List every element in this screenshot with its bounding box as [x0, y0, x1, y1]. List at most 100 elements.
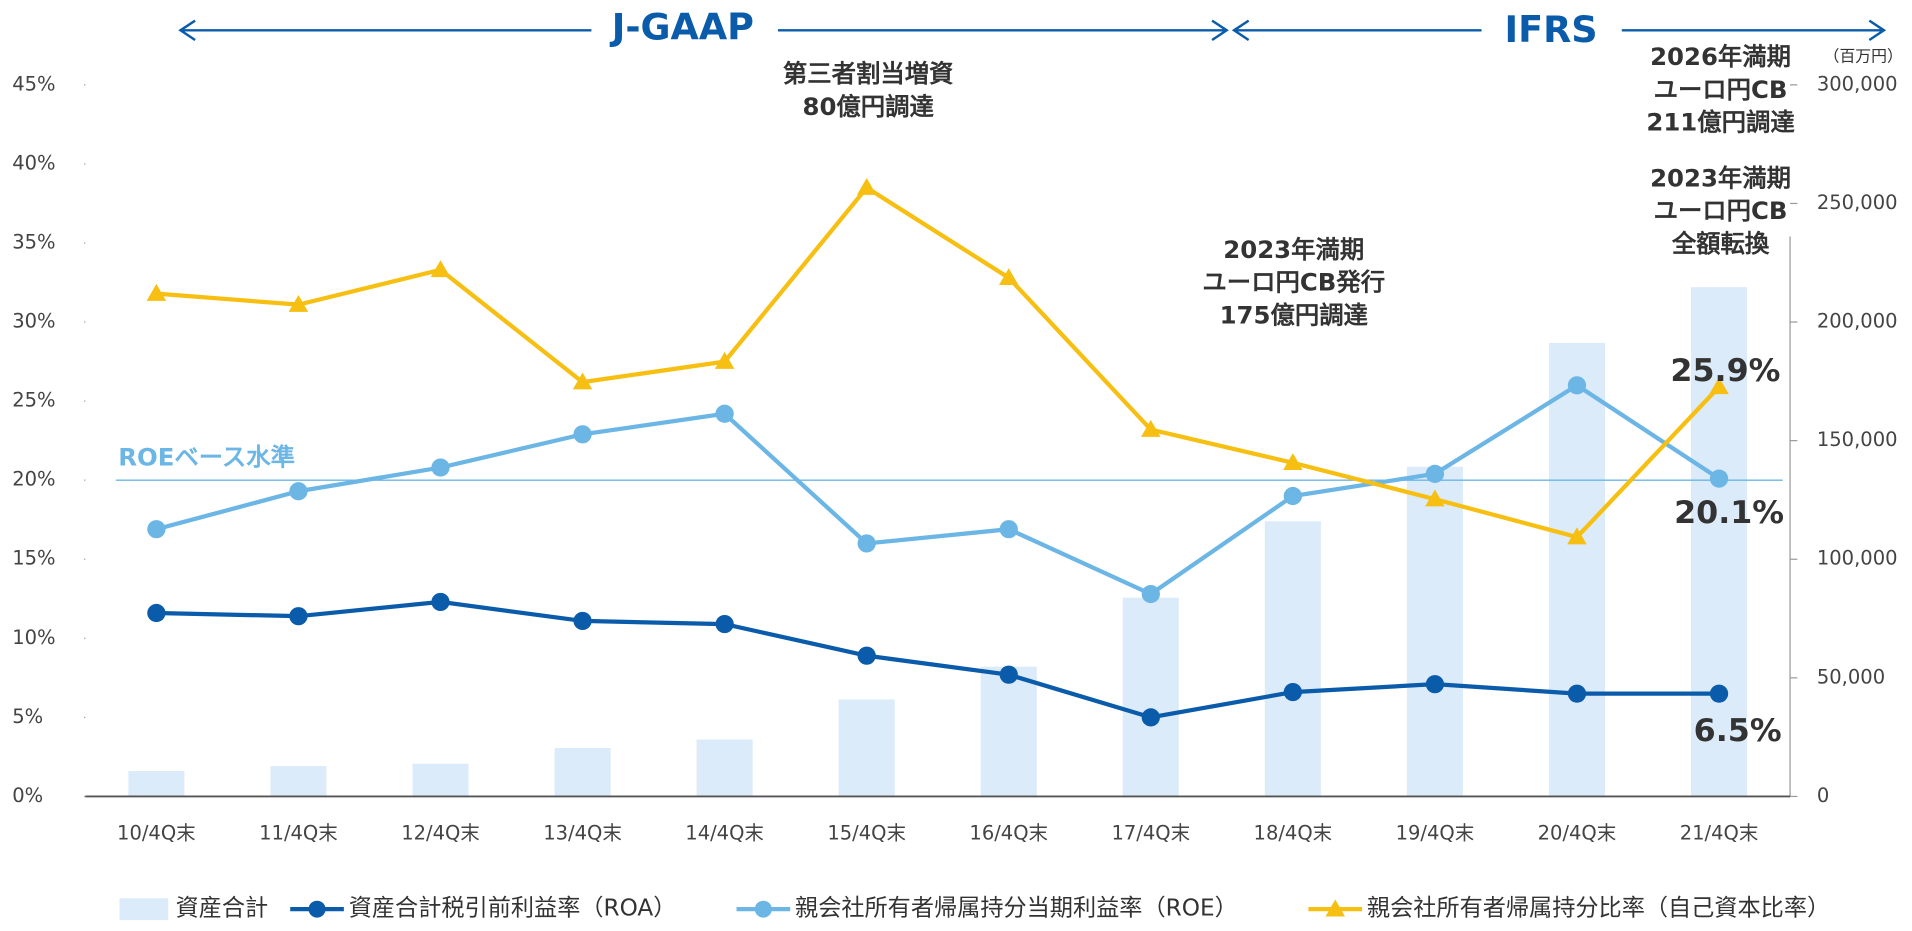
annotation: ユーロ円CB発行 — [1202, 268, 1385, 297]
y-tick-label: 30% — [12, 310, 55, 333]
y-tick-label: 25% — [12, 389, 55, 412]
marker — [431, 592, 450, 612]
marker — [1425, 489, 1445, 507]
bar — [128, 771, 185, 797]
x-tick-label: 18/4Q末 — [1254, 822, 1333, 845]
x-tick-label: 21/4Q末 — [1680, 822, 1759, 845]
bar — [980, 666, 1037, 797]
marker — [147, 520, 166, 539]
marker — [1141, 708, 1160, 727]
y-tick-label: 0% — [12, 784, 43, 807]
annotation: 2026年満期 — [1650, 42, 1791, 71]
annotation: 2023年満期 — [1223, 235, 1364, 264]
x-tick-label: 14/4Q末 — [685, 822, 764, 845]
marker — [147, 603, 166, 623]
y2-tick-label: 250,000 — [1817, 191, 1898, 214]
y2-tick-label: 0 — [1817, 784, 1829, 807]
annotation: ユーロ円CB — [1654, 196, 1788, 225]
bar — [1548, 342, 1606, 797]
bar — [1264, 521, 1321, 797]
legend-label: 親会社所有者帰属持分当期利益率（ROE） — [795, 896, 1238, 922]
marker — [998, 268, 1019, 286]
x-tick-label: 12/4Q末 — [401, 822, 480, 845]
marker — [1283, 486, 1303, 506]
x-tick-label: 19/4Q末 — [1396, 822, 1475, 845]
marker — [573, 611, 592, 631]
y2-tick-label: 150,000 — [1817, 428, 1898, 451]
bar — [1406, 466, 1463, 797]
marker — [1709, 377, 1729, 395]
y-tick-label: 20% — [12, 468, 55, 491]
x-tick-label: 10/4Q末 — [117, 822, 196, 845]
y2-tick-label: 300,000 — [1817, 72, 1898, 95]
bar — [412, 763, 469, 797]
line — [155, 382, 1721, 597]
marker — [1141, 584, 1160, 604]
marker — [1283, 682, 1303, 702]
bar — [270, 766, 327, 797]
marker — [857, 534, 876, 553]
reference-label: ROEベース水準 — [118, 442, 295, 471]
annotation: 80億円調達 — [803, 92, 935, 121]
marker — [1283, 453, 1303, 471]
line — [156, 599, 1720, 720]
marker — [999, 520, 1018, 539]
unit-label: （百万円） — [1824, 47, 1903, 66]
legend-marker — [308, 900, 326, 918]
marker — [288, 294, 309, 312]
y-tick-label: 35% — [12, 231, 55, 254]
marker — [1709, 684, 1729, 703]
marker — [1425, 464, 1445, 483]
bar — [1690, 287, 1748, 797]
marker — [1141, 419, 1161, 437]
annotation: 211億円調達 — [1646, 108, 1795, 137]
regime-label: J-GAAP — [609, 6, 754, 49]
marker — [573, 425, 592, 444]
x-tick-label: 20/4Q末 — [1538, 822, 1617, 845]
marker — [999, 665, 1018, 684]
annotation: 2023年満期 — [1650, 163, 1791, 192]
bar — [838, 699, 895, 797]
y-tick-label: 5% — [12, 705, 43, 728]
marker — [572, 372, 593, 390]
y2-tick-label: 100,000 — [1817, 547, 1898, 570]
y2-tick-label: 200,000 — [1817, 310, 1898, 333]
legend-label: 親会社所有者帰属持分比率（自己資本比率） — [1367, 896, 1830, 922]
regime-label: IFRS — [1505, 8, 1598, 51]
marker — [289, 482, 308, 501]
x-tick-label: 13/4Q末 — [543, 822, 622, 845]
marker — [856, 177, 877, 195]
legend-swatch — [119, 898, 169, 921]
legend-marker — [1325, 899, 1345, 917]
bar — [696, 739, 753, 797]
legend-label: 資産合計 — [176, 896, 269, 922]
x-tick-label: 16/4Q末 — [969, 822, 1048, 845]
line — [156, 184, 1721, 540]
x-tick-label: 15/4Q末 — [827, 822, 906, 845]
annotation: ユーロ円CB — [1654, 75, 1788, 104]
marker — [1567, 527, 1587, 545]
marker — [430, 260, 451, 278]
y-tick-label: 40% — [12, 151, 55, 174]
value-label: 20.1% — [1674, 495, 1784, 531]
annotation: 全額転換 — [1671, 229, 1770, 258]
marker — [715, 614, 734, 634]
marker — [431, 458, 450, 477]
marker — [1567, 376, 1587, 395]
marker — [289, 607, 308, 626]
x-tick-label: 17/4Q末 — [1111, 822, 1190, 845]
marker — [857, 646, 876, 665]
marker — [146, 283, 167, 301]
legend-marker — [754, 900, 772, 918]
value-label: 6.5% — [1694, 713, 1782, 749]
legend-label: 資産合計税引前利益率（ROA） — [349, 896, 677, 922]
x-tick-label: 11/4Q末 — [259, 822, 338, 845]
y-tick-label: 15% — [12, 547, 55, 570]
marker — [1425, 675, 1445, 694]
bar — [1122, 597, 1179, 797]
regime-arrows — [178, 19, 1887, 42]
bar — [554, 748, 611, 797]
annotation: 第三者割当増資 — [783, 59, 954, 88]
marker — [714, 351, 735, 369]
